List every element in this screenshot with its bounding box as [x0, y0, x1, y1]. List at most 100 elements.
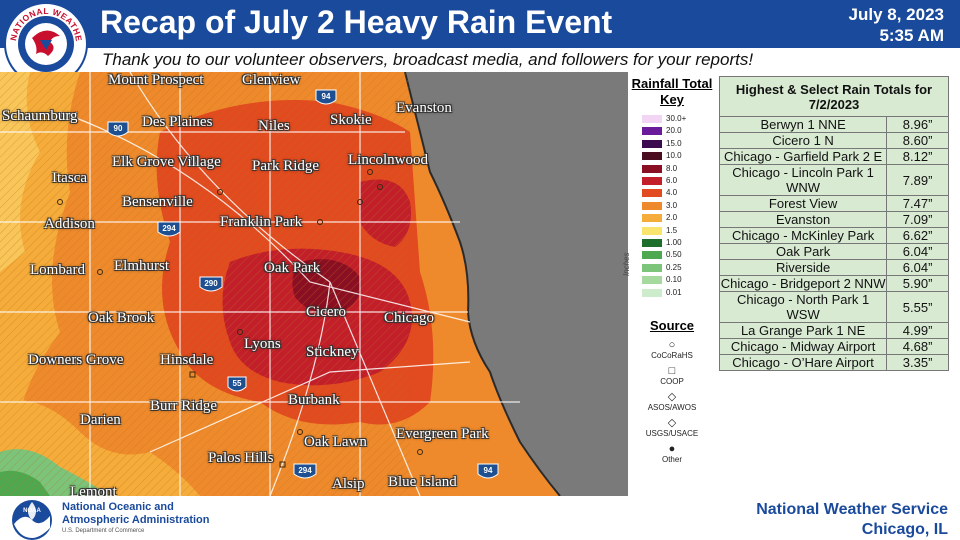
city-label-addison: Addison [44, 216, 95, 232]
rainfall-key-swatch [642, 288, 662, 297]
rain-totals-value: 6.04” [886, 259, 949, 276]
rainfall-key-entry: 0.01 [642, 288, 712, 298]
rain-totals-row: Chicago - Garfield Park 2 E 8.12” [718, 148, 949, 165]
source-legend-title: Source [649, 318, 695, 333]
source-legend-entry: ● Other [628, 444, 716, 465]
rain-totals-row: Forest View 7.47” [718, 195, 949, 212]
highway-label-90: 90 [114, 124, 123, 133]
rain-totals-value: 8.12” [886, 148, 949, 165]
rainfall-key-label: 0.25 [666, 262, 682, 272]
rainfall-key-swatch [642, 164, 662, 173]
rain-totals-row: Chicago - O’Hare Airport 3.35” [718, 354, 949, 371]
highway-shield-294-north [157, 221, 181, 237]
noaa-name: National Oceanic and Atmospheric Adminis… [62, 501, 210, 527]
issue-datetime: July 8, 2023 5:35 AM [849, 4, 944, 46]
rain-totals-row: Chicago - Bridgeport 2 NNW 5.90” [718, 275, 949, 292]
city-label-oak-lawn: Oak Lawn [304, 434, 367, 450]
rain-totals-location: Forest View [718, 195, 888, 212]
highway-shield-55 [227, 376, 247, 392]
noaa-name-line2: Atmospheric Administration [62, 514, 210, 526]
rain-totals-location: Evanston [718, 211, 888, 228]
rainfall-key-label: 1.5 [666, 225, 678, 235]
rain-totals-value: 7.09” [886, 211, 949, 228]
rain-totals-value: 5.55” [886, 291, 949, 323]
rainfall-key-entry: 1.00 [642, 238, 712, 248]
rainfall-key-entry: 1.5 [642, 226, 712, 236]
rainfall-map-graphic: 90 94 294 290 55 294 94 [0, 72, 628, 496]
city-label-evanston: Evanston [396, 100, 452, 116]
rain-totals-row: Oak Park 6.04” [718, 243, 949, 260]
rain-totals-value: 4.99” [886, 322, 949, 339]
rainfall-key-swatch [642, 263, 662, 272]
nws-office-line1: National Weather Service [756, 501, 948, 518]
rainfall-key-entry: 0.25 [642, 263, 712, 273]
issue-time: 5:35 AM [879, 26, 944, 45]
highway-label-294-south: 294 [298, 466, 312, 475]
rainfall-key-label: 2.0 [666, 213, 678, 223]
city-label-lombard: Lombard [30, 262, 85, 278]
city-label-elk-grove-village: Elk Grove Village [112, 154, 221, 170]
city-label-downers-grove: Downers Grove [28, 352, 124, 368]
city-label-burr-ridge: Burr Ridge [150, 398, 218, 414]
source-legend-entry: ◇ ASOS/AWOS [628, 392, 716, 413]
rainfall-key-entry: 10.0 [642, 151, 712, 161]
highway-shields [107, 89, 499, 479]
source-label: USGS/USACE [645, 429, 699, 438]
rain-totals-location: Chicago - Midway Airport [718, 338, 888, 355]
city-label-chicago: Chicago [384, 310, 434, 326]
rainfall-key-swatch [642, 152, 662, 161]
nws-office: National Weather Service Chicago, IL [756, 500, 948, 540]
rain-totals-row: Chicago - Lincoln Park 1 WNW 7.89” [718, 164, 949, 196]
rain-totals-row: Berwyn 1 NNE 8.96” [718, 116, 949, 133]
city-label-mount-prospect: Mount Prospect [108, 72, 204, 88]
source-legend-entry: □ COOP [628, 366, 716, 387]
rainfall-key-label: 0.10 [666, 275, 682, 285]
rainfall-key-label: 4.0 [666, 188, 678, 198]
highway-label-294-north: 294 [162, 224, 176, 233]
rain-totals-value: 4.68” [886, 338, 949, 355]
city-label-burbank: Burbank [288, 392, 340, 408]
rainfall-key-entry: 6.0 [642, 176, 712, 186]
page-title: Recap of July 2 Heavy Rain Event [100, 4, 613, 40]
source-legend-entry: ◇ USGS/USACE [628, 418, 716, 439]
rainfall-key-label: 1.00 [666, 238, 682, 247]
source-symbol-icon: ● [668, 443, 676, 455]
rainfall-key-label: 0.01 [666, 287, 682, 297]
city-label-evergreen-park: Evergreen Park [396, 426, 489, 442]
rain-totals-value: 6.62” [886, 227, 949, 244]
city-label-palos-hills: Palos Hills [208, 450, 274, 466]
rain-totals-location: Cicero 1 N [718, 132, 888, 149]
rain-totals-row: Chicago - Midway Airport 4.68” [718, 338, 949, 355]
rainfall-key-label: 8.0 [666, 163, 678, 173]
city-label-lincolnwood: Lincolnwood [348, 152, 428, 168]
rain-totals-value: 5.90” [886, 275, 949, 292]
rainfall-key-swatch [642, 177, 662, 185]
rainfall-key-swatch [642, 239, 662, 247]
issue-date: July 8, 2023 [848, 5, 944, 24]
city-label-schaumburg: Schaumburg [2, 108, 78, 124]
rain-totals-value: 6.04” [886, 243, 949, 260]
rainfall-key-entry: 0.50 [642, 250, 712, 260]
rain-totals-value: 7.47” [886, 195, 949, 212]
city-label-des-plaines: Des Plaines [142, 114, 213, 130]
highway-label-290: 290 [204, 279, 218, 288]
rainfall-key-swatch [642, 189, 662, 198]
rainfall-key-swatch [642, 127, 662, 136]
city-label-blue-island: Blue Island [388, 474, 457, 490]
rain-totals-value: 7.89” [886, 164, 949, 196]
noaa-logo: NOAA [12, 500, 52, 540]
rainfall-key-entry: 15.0 [642, 139, 712, 149]
rainfall-key-entry: 0.10 [642, 275, 712, 285]
rain-totals-header: Highest & Select Rain Totals for 7/2/202… [719, 76, 949, 117]
rainfall-key-entry: 4.0 [642, 188, 712, 198]
rainfall-key-label: 20.0 [666, 126, 682, 136]
city-label-darien: Darien [80, 412, 121, 428]
source-label: COOP [660, 377, 684, 386]
city-label-itasca: Itasca [52, 170, 87, 186]
rainfall-key-swatch [642, 201, 662, 210]
rainfall-key-label: 30.0+ [666, 114, 687, 123]
source-legend-entry: ○ CoCoRaHS [628, 340, 716, 361]
rain-totals-location: Chicago - Garfield Park 2 E [718, 148, 888, 165]
source-symbol-icon: ○ [668, 339, 676, 351]
rain-totals-location: Oak Park [718, 243, 888, 260]
